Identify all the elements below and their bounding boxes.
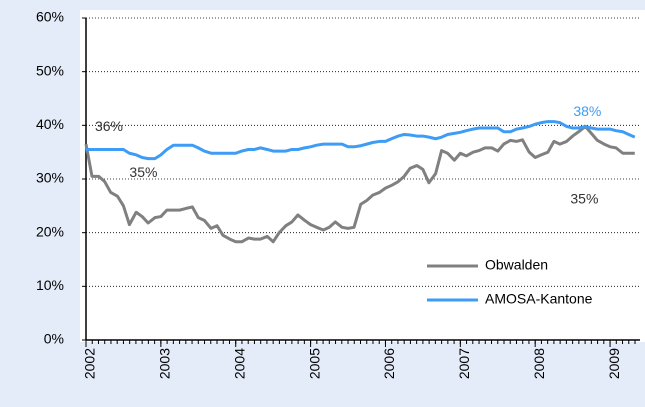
- x-tick-label: 2005: [306, 348, 322, 379]
- y-tick-label: 60%: [36, 9, 64, 25]
- y-tick-label: 10%: [36, 277, 64, 293]
- annotation: 35%: [570, 191, 598, 207]
- y-tick-label: 0%: [44, 331, 64, 347]
- series-line: [86, 120, 636, 161]
- series-line: [84, 124, 635, 244]
- annotation: 36%: [95, 118, 123, 134]
- legend-label: AMOSA-Kantone: [485, 291, 593, 307]
- x-tick-label: 2007: [456, 348, 472, 379]
- y-tick-label: 50%: [36, 62, 64, 78]
- legend-label: Obwalden: [485, 257, 548, 273]
- x-tick-label: 2004: [231, 348, 247, 379]
- y-tick-label: 40%: [36, 116, 64, 132]
- y-tick-label: 20%: [36, 223, 64, 239]
- annotation: 38%: [573, 103, 601, 119]
- y-tick-label: 30%: [36, 170, 64, 186]
- x-tick-label: 2006: [381, 348, 397, 379]
- annotation: 35%: [129, 164, 157, 180]
- x-tick-label: 2002: [82, 348, 98, 379]
- x-tick-label: 2003: [157, 348, 173, 379]
- x-tick-label: 2009: [606, 348, 622, 379]
- x-tick-label: 2008: [531, 348, 547, 379]
